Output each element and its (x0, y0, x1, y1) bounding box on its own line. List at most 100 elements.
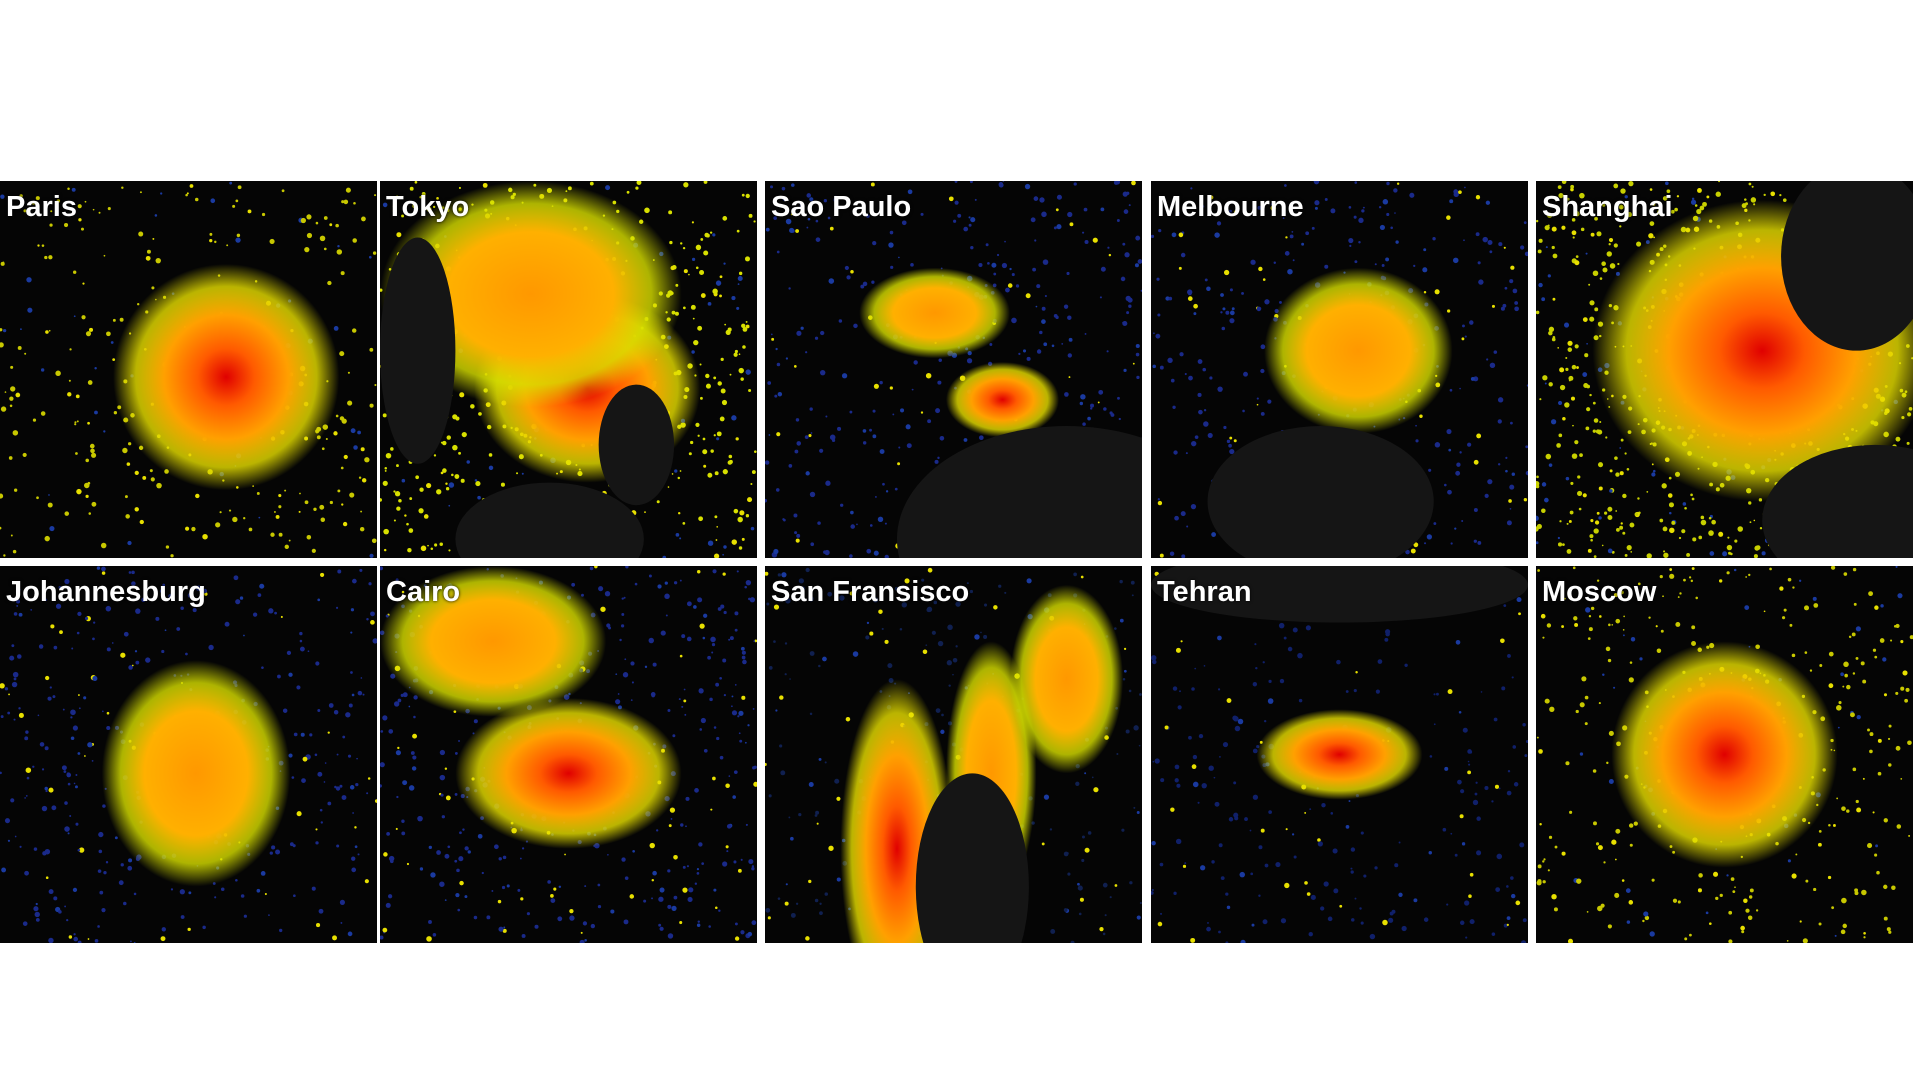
map-dot (1446, 428, 1452, 435)
map-dot (1570, 184, 1575, 189)
map-dot (833, 197, 839, 203)
map-dot (1154, 758, 1160, 764)
map-dot (620, 624, 625, 628)
map-dot (966, 582, 969, 585)
map-dot (1574, 623, 1579, 627)
map-dot (127, 865, 133, 871)
map-dot (1217, 688, 1221, 691)
map-dot (719, 755, 724, 760)
map-dot (1258, 266, 1263, 272)
map-dot (1740, 925, 1745, 931)
map-dot (1536, 480, 1540, 487)
map-dot (1177, 705, 1182, 710)
map-dot (317, 771, 323, 777)
map-dot (97, 869, 102, 873)
map-dot (1539, 823, 1542, 826)
map-dot (1211, 532, 1217, 537)
map-dot (1697, 888, 1702, 893)
map-dot (430, 872, 436, 878)
map-dot (44, 535, 50, 542)
map-dot (359, 568, 363, 572)
map-dot (765, 907, 771, 913)
map-dot (73, 782, 76, 785)
map-dot (352, 238, 357, 243)
map-dot (1649, 931, 1655, 937)
map-dot (1011, 317, 1017, 324)
map-dot (274, 611, 277, 615)
map-dot (955, 645, 958, 648)
map-dot (1544, 497, 1549, 503)
map-dot (1895, 566, 1898, 568)
map-dot (52, 695, 56, 699)
map-dot (1423, 248, 1427, 252)
map-dot (1787, 859, 1791, 863)
map-dot (658, 896, 664, 902)
map-dot (14, 835, 17, 838)
map-dot (824, 892, 828, 896)
map-dot (683, 688, 686, 691)
map-dot (1297, 652, 1303, 659)
map-dot (817, 521, 821, 525)
map-dot (1260, 412, 1265, 416)
map-dot (299, 639, 303, 643)
map-dot (325, 437, 328, 441)
map-dot (275, 514, 280, 519)
map-dot (1317, 838, 1321, 842)
map-dot (685, 825, 687, 828)
map-dot (1135, 235, 1141, 241)
map-dot (927, 567, 933, 573)
map-dot (1470, 376, 1475, 381)
map-dot (1211, 860, 1215, 864)
map-dot (393, 490, 396, 493)
map-dot (388, 855, 395, 862)
map-dot (652, 662, 657, 667)
map-dot (1452, 257, 1459, 264)
map-dot (1565, 476, 1570, 481)
map-dot (785, 883, 788, 886)
map-dot (1229, 209, 1232, 213)
map-dot (94, 938, 99, 943)
map-dot (1468, 894, 1472, 898)
map-dot (1200, 865, 1206, 871)
map-dot (879, 449, 885, 454)
map-dot (1092, 237, 1098, 243)
map-dot (1622, 531, 1626, 535)
map-dot (667, 486, 670, 488)
map-dot (48, 494, 50, 496)
map-dot (725, 783, 730, 789)
map-dot (85, 331, 92, 337)
map-dot (393, 701, 400, 707)
map-dot (1669, 527, 1675, 534)
map-dot (1206, 286, 1211, 291)
map-dot (340, 271, 345, 276)
map-dot (1565, 367, 1569, 372)
map-dot (232, 516, 238, 523)
map-dot (745, 823, 748, 826)
map-dot (1160, 912, 1163, 915)
map-dot (781, 186, 786, 191)
map-dot (1077, 885, 1083, 891)
map-dot (610, 909, 615, 914)
map-dot (1669, 568, 1673, 571)
map-dot (1862, 777, 1865, 780)
map-dot (720, 604, 725, 609)
map-dot (1087, 416, 1091, 421)
map-dot (711, 651, 714, 654)
map-dot (1069, 222, 1074, 227)
map-dot (366, 617, 369, 621)
map-dot (351, 867, 357, 873)
map-dot (165, 545, 170, 549)
map-dot (180, 915, 185, 919)
map-dot (849, 591, 854, 596)
map-dot (1258, 307, 1262, 310)
map-dot (126, 462, 131, 466)
map-dot (1686, 553, 1691, 557)
map-dot (695, 244, 702, 251)
map-dot (327, 731, 330, 734)
map-dot (1525, 470, 1528, 476)
map-dot (67, 782, 71, 786)
map-dot (608, 626, 612, 630)
map-dot (809, 651, 815, 656)
map-dot (887, 663, 893, 669)
map-dot (34, 911, 40, 918)
